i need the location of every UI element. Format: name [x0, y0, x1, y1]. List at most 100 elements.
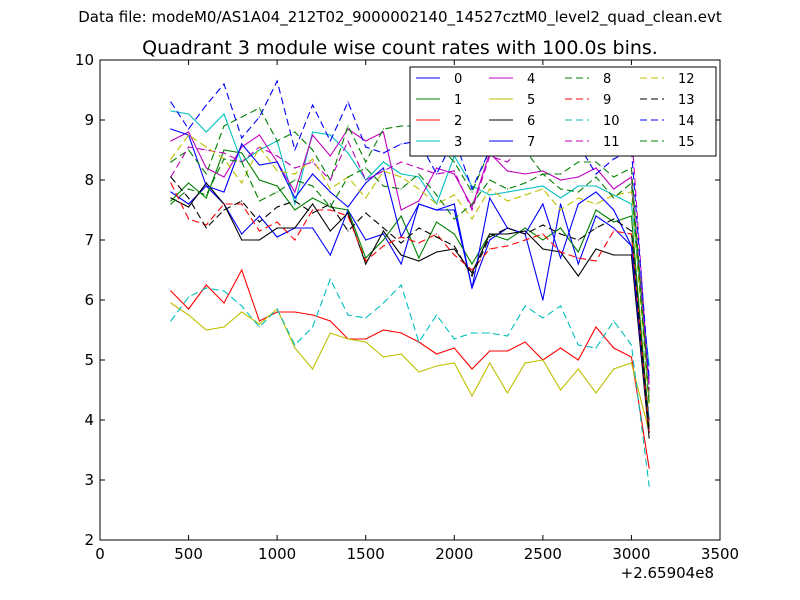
legend-label: 9 — [603, 93, 611, 108]
data-point — [453, 170, 455, 172]
data-point — [276, 191, 278, 193]
data-point — [365, 161, 367, 163]
data-point — [453, 233, 455, 235]
data-point — [559, 257, 562, 259]
data-point — [577, 176, 579, 178]
data-point — [453, 254, 455, 256]
series-line-5 — [170, 302, 650, 433]
data-point — [489, 236, 491, 238]
data-point — [400, 215, 402, 217]
data-point — [506, 233, 509, 235]
data-point — [187, 206, 190, 208]
data-point — [276, 206, 278, 208]
data-point — [205, 149, 207, 151]
data-point — [258, 116, 261, 118]
data-point — [276, 227, 278, 229]
data-point — [347, 314, 349, 316]
data-point — [294, 227, 296, 229]
y-tick-label: 8 — [84, 171, 94, 189]
data-point — [506, 227, 509, 229]
legend-label: 6 — [527, 114, 535, 129]
data-point — [542, 203, 544, 205]
data-point — [471, 209, 473, 211]
data-point — [311, 149, 314, 151]
data-point — [365, 338, 367, 340]
data-point — [382, 356, 385, 358]
data-point — [471, 272, 473, 274]
data-point — [347, 152, 349, 154]
y-tick-label: 9 — [84, 111, 94, 129]
x-tick-label: 2000 — [435, 545, 473, 563]
data-point — [471, 191, 473, 193]
data-point — [613, 158, 615, 160]
data-point — [542, 239, 544, 241]
data-point — [187, 296, 190, 298]
data-point — [241, 305, 243, 307]
data-point — [223, 302, 225, 304]
data-point — [241, 143, 243, 145]
data-point — [595, 176, 597, 178]
data-point — [613, 320, 615, 322]
data-point — [205, 194, 207, 196]
data-point — [559, 173, 562, 175]
data-point — [382, 233, 385, 235]
data-point — [542, 185, 544, 187]
data-point — [365, 341, 367, 343]
y-tick-label: 2 — [84, 531, 94, 549]
data-point — [276, 170, 278, 172]
legend-label: 3 — [454, 135, 462, 150]
series-12 — [170, 134, 650, 409]
data-point — [258, 326, 261, 328]
chart-title: Quadrant 3 module wise count rates with … — [142, 37, 658, 59]
legend-label: 10 — [603, 114, 620, 129]
data-point — [577, 203, 579, 205]
data-point — [559, 389, 562, 391]
data-point — [542, 188, 544, 190]
data-point — [205, 197, 207, 199]
data-point — [382, 227, 385, 229]
data-point — [329, 179, 331, 181]
y-tick-label: 5 — [84, 351, 94, 369]
data-point — [329, 254, 331, 256]
data-point — [471, 203, 473, 205]
data-point — [187, 314, 190, 316]
data-point — [187, 203, 190, 205]
x-tick-label: 3000 — [612, 545, 650, 563]
data-point — [311, 197, 314, 199]
data-point — [506, 161, 509, 163]
data-point — [347, 101, 349, 103]
data-point — [453, 347, 455, 349]
data-point — [471, 218, 473, 220]
data-point — [524, 182, 526, 184]
data-point — [223, 290, 225, 292]
y-tick-label: 10 — [75, 51, 94, 69]
data-point — [241, 239, 243, 241]
data-point — [170, 110, 172, 112]
data-point — [241, 203, 243, 205]
data-point — [170, 140, 172, 142]
data-point — [223, 209, 225, 211]
data-point — [418, 242, 420, 244]
data-point — [258, 323, 261, 325]
data-point — [577, 161, 579, 163]
data-point — [471, 188, 473, 190]
series-line-0 — [170, 185, 650, 421]
data-point — [241, 311, 243, 313]
data-point — [400, 236, 402, 238]
data-point — [294, 179, 296, 181]
data-point — [294, 344, 296, 346]
data-point — [524, 341, 526, 343]
data-point — [187, 149, 190, 151]
data-point — [418, 227, 420, 229]
data-point — [187, 188, 190, 190]
y-tick-label: 6 — [84, 291, 94, 309]
data-point — [542, 173, 544, 175]
data-point — [187, 197, 190, 199]
data-point — [630, 167, 633, 169]
data-point — [435, 365, 438, 367]
legend-label: 13 — [678, 93, 695, 108]
data-point — [577, 191, 579, 193]
data-point — [311, 368, 314, 370]
data-point — [258, 179, 261, 181]
